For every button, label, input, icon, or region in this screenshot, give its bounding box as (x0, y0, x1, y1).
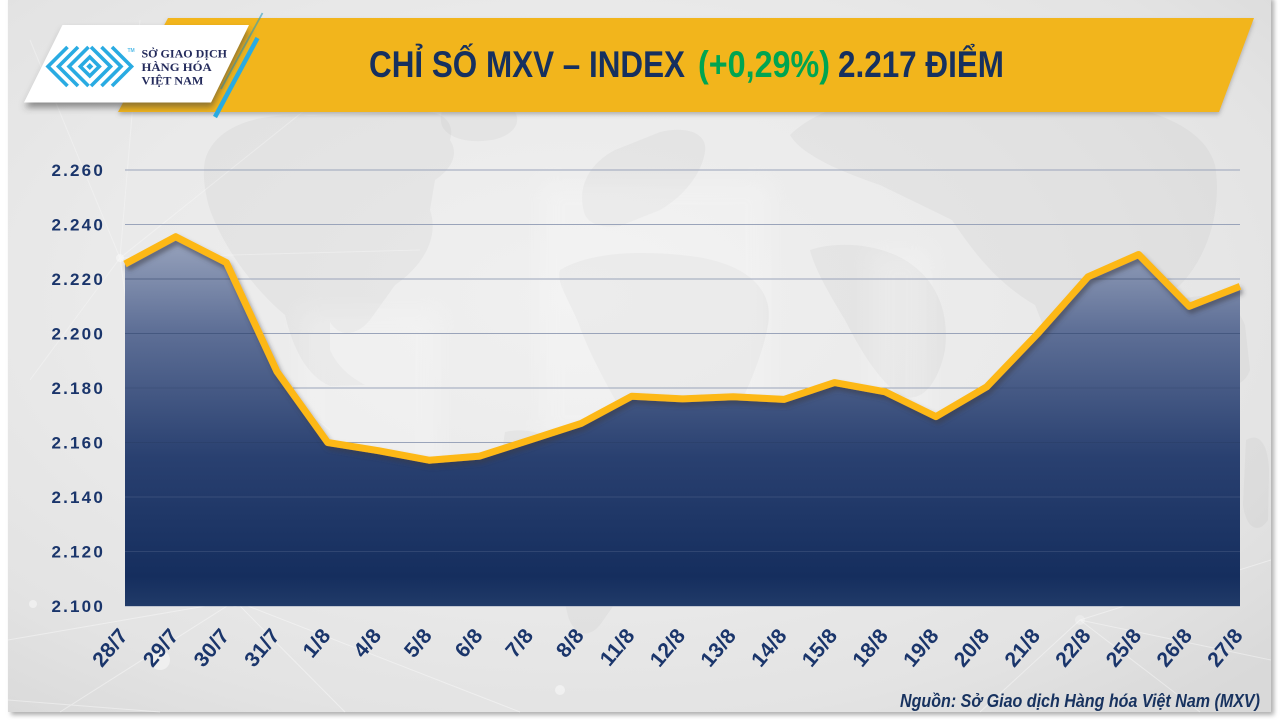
svg-text:SỞ GIAO DỊCH: SỞ GIAO DỊCH (142, 47, 228, 61)
svg-text:CHỈ SỐ MXV – INDEX: CHỈ SỐ MXV – INDEX (369, 43, 685, 85)
svg-text:Nguồn: Sở Giao dịch Hàng hóa V: Nguồn: Sở Giao dịch Hàng hóa Việt Nam (M… (900, 691, 1260, 711)
svg-text:2.180: 2.180 (51, 379, 105, 398)
svg-text:2.120: 2.120 (51, 543, 105, 562)
svg-text:TM: TM (128, 48, 135, 54)
svg-text:2.200: 2.200 (51, 325, 105, 344)
svg-text:HÀNG HÓA: HÀNG HÓA (142, 60, 213, 74)
svg-text:2.217 ĐIỂM: 2.217 ĐIỂM (838, 43, 1004, 85)
svg-text:2.140: 2.140 (51, 488, 105, 507)
svg-text:2.240: 2.240 (51, 216, 105, 235)
svg-text:2.100: 2.100 (51, 597, 105, 616)
svg-text:VIỆT NAM: VIỆT NAM (142, 74, 204, 88)
svg-text:2.160: 2.160 (51, 434, 105, 453)
svg-text:(+0,29%): (+0,29%) (698, 44, 830, 85)
svg-text:2.220: 2.220 (51, 270, 105, 289)
svg-text:2.260: 2.260 (51, 161, 105, 180)
